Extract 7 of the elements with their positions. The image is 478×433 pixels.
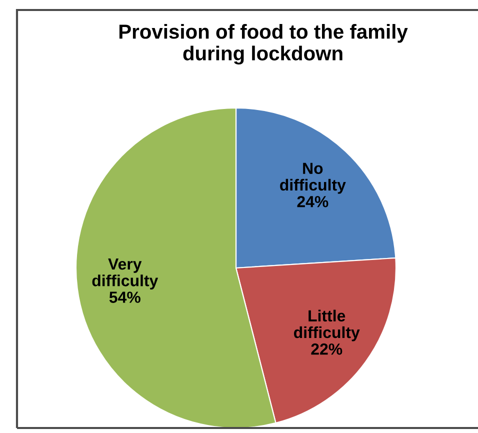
data-label: 24% [297,196,328,208]
slice-label: Little difficulty [294,310,360,342]
data-label: 54% [109,292,140,303]
slice-label: No difficulty [280,162,346,194]
slice-label: Very difficulty [92,258,158,290]
chart-title: Provision of food to the family during lockdown [119,24,408,65]
data-label: 22% [311,343,342,355]
